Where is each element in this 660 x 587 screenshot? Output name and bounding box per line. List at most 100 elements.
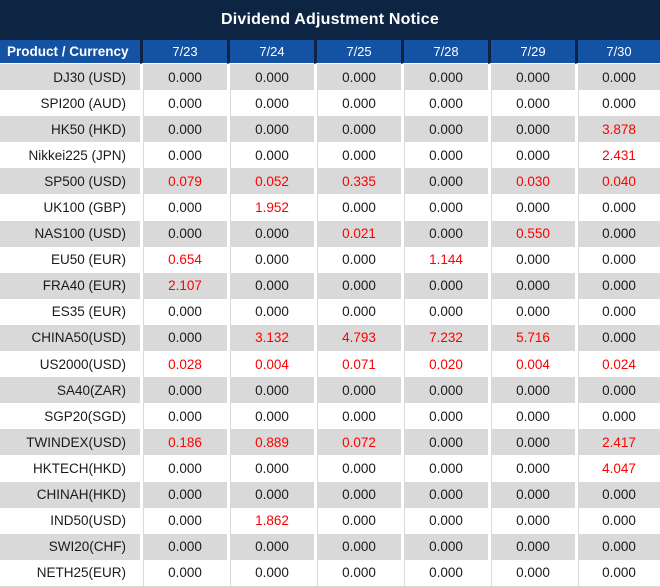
dividend-value-cell: 0.000 (401, 168, 488, 195)
dividend-value-cell-highlighted: 3.878 (575, 116, 660, 143)
dividend-value-cell: 0.000 (575, 194, 660, 221)
dividend-value-cell: 0.000 (488, 142, 575, 169)
table-row: SP500 (USD) 0.079 0.052 0.335 0.000 0.030 0.04… (0, 168, 660, 195)
dividend-value-cell: 0.000 (575, 481, 660, 508)
dividend-value-cell-highlighted: 0.040 (575, 168, 660, 195)
dividend-value-cell-highlighted: 0.889 (227, 429, 314, 456)
column-header-date-5: 7/29 (488, 40, 575, 64)
dividend-value-cell: 0.000 (227, 533, 314, 560)
table-row: HKTECH(HKD) 0.000 0.000 0.000 0.000 0.000 4.04… (0, 455, 660, 482)
dividend-value-cell: 0.000 (575, 559, 660, 586)
table-row: ES35 (EUR) 0.000 0.000 0.000 0.000 0.000 0.000 (0, 298, 660, 325)
dividend-value-cell: 0.000 (140, 64, 227, 91)
dividend-value-cell: 0.000 (488, 377, 575, 404)
dividend-value-cell: 0.000 (227, 272, 314, 299)
table-row: TWINDEX(USD) 0.186 0.889 0.072 0.000 0.000 2.4… (0, 429, 660, 456)
product-cell: NETH25(EUR) (0, 559, 140, 586)
dividend-value-cell: 0.000 (575, 298, 660, 325)
dividend-value-cell: 0.000 (401, 90, 488, 117)
dividend-value-cell: 0.000 (575, 220, 660, 247)
dividend-value-cell: 0.000 (314, 298, 401, 325)
dividend-value-cell: 0.000 (314, 403, 401, 430)
bottom-row-sliver (0, 585, 660, 587)
dividend-value-cell: 0.000 (401, 403, 488, 430)
dividend-value-cell-highlighted: 0.021 (314, 220, 401, 247)
dividend-value-cell-highlighted: 0.004 (488, 351, 575, 378)
dividend-value-cell-highlighted: 0.004 (227, 351, 314, 378)
table-row: US2000(USD) 0.028 0.004 0.071 0.020 0.004 0.02… (0, 351, 660, 378)
dividend-value-cell: 0.000 (227, 559, 314, 586)
table-row: NETH25(EUR) 0.000 0.000 0.000 0.000 0.000 0.00… (0, 559, 660, 586)
table-row: CHINA50(USD) 0.000 3.132 4.793 7.232 5.716 0.0… (0, 324, 660, 352)
dividend-value-cell: 0.000 (401, 559, 488, 586)
column-header-date-4: 7/28 (401, 40, 488, 64)
product-cell: EU50 (EUR) (0, 246, 140, 273)
column-header-date-3: 7/25 (314, 40, 401, 64)
dividend-value-cell: 0.000 (227, 455, 314, 482)
product-cell: FRA40 (EUR) (0, 272, 140, 299)
dividend-value-cell-highlighted: 0.079 (140, 168, 227, 195)
dividend-value-cell-highlighted: 0.028 (140, 351, 227, 378)
product-cell: US2000(USD) (0, 351, 140, 378)
dividend-value-cell: 0.000 (227, 142, 314, 169)
dividend-value-cell: 0.000 (227, 90, 314, 117)
table-row: UK100 (GBP) 0.000 1.952 0.000 0.000 0.000 0.00… (0, 194, 660, 221)
dividend-table: Product / Currency 7/23 7/24 7/25 7/28 7… (0, 40, 660, 586)
table-row: EU50 (EUR) 0.654 0.000 0.000 1.144 0.000 0.000 (0, 246, 660, 273)
product-cell: UK100 (GBP) (0, 194, 140, 221)
dividend-value-cell-highlighted: 0.335 (314, 168, 401, 195)
dividend-value-cell-highlighted: 0.072 (314, 429, 401, 456)
dividend-value-cell: 0.000 (314, 246, 401, 273)
dividend-value-cell: 0.000 (401, 116, 488, 143)
dividend-value-cell: 0.000 (401, 507, 488, 534)
dividend-value-cell: 0.000 (401, 377, 488, 404)
dividend-value-cell: 0.000 (227, 403, 314, 430)
dividend-value-cell: 0.000 (488, 559, 575, 586)
dividend-value-cell: 0.000 (488, 429, 575, 456)
dividend-value-cell-highlighted: 0.020 (401, 351, 488, 378)
dividend-value-cell: 0.000 (401, 142, 488, 169)
product-cell: SA40(ZAR) (0, 377, 140, 404)
dividend-value-cell: 0.000 (140, 142, 227, 169)
dividend-value-cell: 0.000 (575, 324, 660, 352)
product-cell: NAS100 (USD) (0, 220, 140, 247)
title-bar: Dividend Adjustment Notice (0, 0, 660, 40)
dividend-value-cell-highlighted: 7.232 (401, 324, 488, 352)
dividend-value-cell: 0.000 (140, 559, 227, 586)
column-header-date-1: 7/23 (140, 40, 227, 64)
table-row: HK50 (HKD) 0.000 0.000 0.000 0.000 0.000 3.878 (0, 116, 660, 143)
dividend-value-cell: 0.000 (140, 507, 227, 534)
dividend-value-cell: 0.000 (401, 298, 488, 325)
dividend-value-cell: 0.000 (575, 272, 660, 299)
dividend-value-cell: 0.000 (401, 64, 488, 91)
dividend-value-cell: 0.000 (227, 298, 314, 325)
dividend-value-cell: 0.000 (140, 298, 227, 325)
dividend-value-cell-highlighted: 3.132 (227, 324, 314, 352)
dividend-value-cell: 0.000 (488, 455, 575, 482)
dividend-value-cell-highlighted: 2.417 (575, 429, 660, 456)
table-row: Nikkei225 (JPN) 0.000 0.000 0.000 0.000 0.000… (0, 142, 660, 169)
product-cell: SP500 (USD) (0, 168, 140, 195)
column-header-date-2: 7/24 (227, 40, 314, 64)
dividend-value-cell-highlighted: 1.862 (227, 507, 314, 534)
column-header-product: Product / Currency (0, 40, 140, 64)
dividend-value-cell: 0.000 (314, 116, 401, 143)
dividend-value-cell: 0.000 (401, 272, 488, 299)
dividend-value-cell: 0.000 (314, 142, 401, 169)
dividend-value-cell: 0.000 (140, 116, 227, 143)
dividend-value-cell: 0.000 (227, 220, 314, 247)
dividend-value-cell: 0.000 (488, 507, 575, 534)
dividend-value-cell: 0.000 (401, 429, 488, 456)
table-row: CHINAH(HKD) 0.000 0.000 0.000 0.000 0.000 0.00… (0, 481, 660, 508)
table-row: SPI200 (AUD) 0.000 0.000 0.000 0.000 0.000 0.0… (0, 90, 660, 117)
dividend-value-cell: 0.000 (488, 533, 575, 560)
dividend-value-cell-highlighted: 0.071 (314, 351, 401, 378)
dividend-value-cell-highlighted: 5.716 (488, 324, 575, 352)
table-row: DJ30 (USD) 0.000 0.000 0.000 0.000 0.000 0.000 (0, 64, 660, 91)
product-cell: HKTECH(HKD) (0, 455, 140, 482)
dividend-value-cell: 0.000 (314, 533, 401, 560)
table-row: SA40(ZAR) 0.000 0.000 0.000 0.000 0.000 0.000 (0, 377, 660, 404)
dividend-value-cell: 0.000 (575, 64, 660, 91)
dividend-value-cell: 0.000 (488, 481, 575, 508)
